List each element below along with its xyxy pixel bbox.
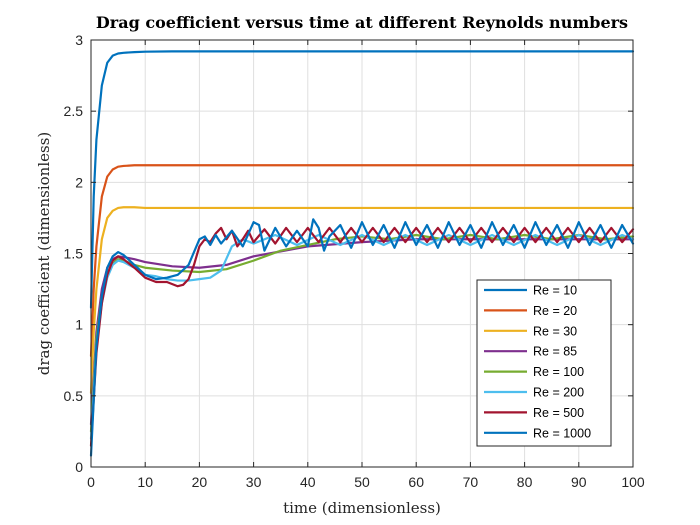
legend-box	[476, 279, 612, 447]
x-tick-label: 30	[246, 474, 262, 490]
y-tick-label: 3	[75, 32, 83, 48]
series-line-2	[89, 206, 635, 395]
series-line-6	[89, 226, 635, 447]
x-tick-label: 50	[354, 474, 370, 490]
legend-label-6: Re = 500	[533, 406, 584, 420]
series-line-1	[89, 164, 635, 358]
legend-label-4: Re = 100	[533, 365, 584, 379]
x-tick-label: 0	[87, 474, 95, 490]
x-tick-label: 100	[621, 474, 645, 490]
series-layer	[89, 50, 635, 457]
legend-label-7: Re = 1000	[533, 426, 591, 440]
axis-ticks: 0 10 20 30 40 50 60 70 80 90 100 0 0.5 1 1.5 2 2.5 3	[64, 32, 645, 490]
x-tick-label: 10	[137, 474, 153, 490]
y-tick-label: 1.5	[64, 246, 84, 262]
legend-label-3: Re = 85	[533, 345, 577, 359]
x-tick-label: 20	[192, 474, 208, 490]
chart-title: Drag coefficient versus time at differen…	[96, 13, 628, 32]
x-tick-label: 90	[571, 474, 587, 490]
legend-label-2: Re = 30	[533, 324, 577, 338]
legend-label-1: Re = 20	[533, 304, 577, 318]
x-tick-label: 80	[517, 474, 533, 490]
series-line-5	[89, 233, 635, 440]
y-axis-label: drag coefficient (dimensionless)	[35, 132, 53, 376]
series-line-7	[89, 218, 635, 457]
y-tick-label: 0	[75, 459, 83, 475]
y-tick-label: 0.5	[64, 388, 84, 404]
x-tick-label: 70	[463, 474, 479, 490]
y-tick-label: 2.5	[64, 103, 84, 119]
x-tick-label: 60	[408, 474, 424, 490]
x-tick-label: 40	[300, 474, 316, 490]
x-axis-label: time (dimensionless)	[283, 499, 441, 517]
series-line-4	[89, 233, 635, 433]
y-tick-label: 2	[75, 174, 83, 190]
y-tick-label: 1	[75, 317, 83, 333]
legend-label-0: Re = 10	[533, 284, 577, 298]
series-line-0	[89, 50, 635, 309]
legend-label-5: Re = 200	[533, 386, 584, 400]
legend: Re = 10 Re = 20 Re = 30 Re = 85 Re = 100 Re =…	[476, 279, 612, 447]
